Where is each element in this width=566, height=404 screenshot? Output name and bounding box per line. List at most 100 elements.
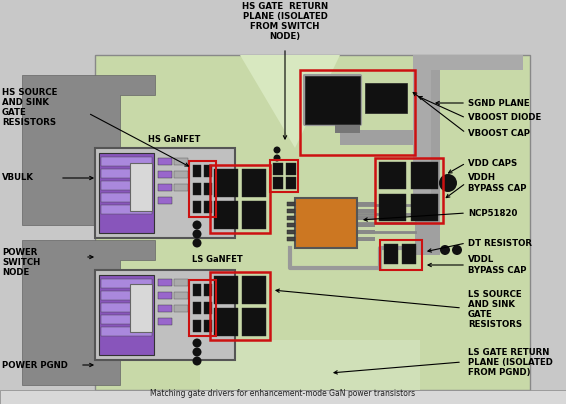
Bar: [287, 223, 295, 227]
Circle shape: [192, 339, 201, 347]
Circle shape: [192, 347, 201, 356]
Bar: [130, 163, 152, 211]
Bar: [204, 284, 212, 296]
Bar: [357, 209, 375, 213]
Text: VBOOST CAP: VBOOST CAP: [468, 128, 530, 137]
Bar: [101, 169, 152, 178]
Text: LS GaNFET: LS GaNFET: [192, 255, 243, 264]
Bar: [158, 305, 172, 312]
Bar: [101, 315, 152, 324]
Bar: [357, 202, 375, 206]
Bar: [300, 70, 415, 155]
Bar: [158, 197, 172, 204]
Bar: [174, 184, 188, 191]
Bar: [210, 165, 270, 233]
Bar: [204, 302, 212, 314]
Bar: [174, 171, 188, 178]
Bar: [413, 55, 431, 220]
Bar: [295, 198, 357, 248]
Text: POWER PGND: POWER PGND: [2, 360, 68, 370]
Circle shape: [192, 229, 201, 238]
Bar: [99, 153, 154, 233]
Bar: [95, 270, 235, 360]
Text: VBULK: VBULK: [2, 173, 34, 183]
Bar: [242, 169, 266, 197]
Bar: [95, 55, 530, 390]
Text: Matching gate drivers for enhancement-mode GaN power transistors: Matching gate drivers for enhancement-mo…: [151, 389, 415, 398]
Polygon shape: [22, 240, 155, 385]
Bar: [379, 162, 406, 189]
Text: LS SOURCE
AND SINK
GATE
RESISTORS: LS SOURCE AND SINK GATE RESISTORS: [468, 290, 522, 329]
Text: VBOOST DIODE: VBOOST DIODE: [468, 114, 541, 122]
Circle shape: [192, 221, 201, 229]
Bar: [101, 193, 152, 202]
Bar: [174, 305, 188, 312]
Circle shape: [273, 147, 281, 154]
Bar: [287, 237, 295, 241]
Bar: [415, 55, 440, 255]
Bar: [357, 237, 375, 241]
Bar: [99, 275, 154, 355]
Bar: [101, 291, 152, 300]
Text: VDDH
BYPASS CAP: VDDH BYPASS CAP: [468, 173, 526, 193]
Bar: [0, 390, 566, 404]
Bar: [193, 183, 201, 195]
Bar: [242, 308, 266, 336]
Bar: [101, 157, 152, 166]
Bar: [413, 55, 523, 70]
Circle shape: [192, 238, 201, 248]
Bar: [214, 169, 238, 197]
Bar: [305, 76, 360, 124]
Bar: [158, 184, 172, 191]
Bar: [204, 165, 212, 177]
Bar: [101, 327, 152, 336]
Bar: [130, 284, 152, 332]
Text: SGND PLANE: SGND PLANE: [468, 99, 530, 107]
Bar: [214, 276, 238, 304]
Bar: [193, 302, 201, 314]
Bar: [365, 83, 407, 113]
Bar: [204, 183, 212, 195]
Bar: [273, 163, 283, 175]
Bar: [158, 318, 172, 325]
Bar: [287, 230, 295, 234]
Circle shape: [273, 154, 281, 162]
Polygon shape: [240, 55, 340, 148]
Bar: [287, 209, 295, 213]
Bar: [174, 292, 188, 299]
Text: VDD CAPS: VDD CAPS: [468, 158, 517, 168]
Text: NCP51820: NCP51820: [468, 208, 517, 217]
Text: HS GATE  RETURN
PLANE (ISOLATED
FROM SWITCH
NODE): HS GATE RETURN PLANE (ISOLATED FROM SWIT…: [242, 2, 328, 41]
Text: HS SOURCE
AND SINK
GATE
RESISTORS: HS SOURCE AND SINK GATE RESISTORS: [2, 88, 57, 127]
Bar: [411, 162, 438, 189]
Bar: [193, 201, 201, 213]
Bar: [335, 125, 360, 133]
Bar: [174, 158, 188, 165]
Bar: [357, 230, 375, 234]
Bar: [242, 276, 266, 304]
Bar: [204, 320, 212, 332]
Bar: [101, 279, 152, 288]
Bar: [200, 340, 420, 390]
Bar: [158, 279, 172, 286]
Text: LS GATE RETURN
PLANE (ISOLATED
FROM PGND): LS GATE RETURN PLANE (ISOLATED FROM PGND…: [468, 348, 553, 377]
Text: DT RESISTOR: DT RESISTOR: [468, 238, 532, 248]
Bar: [242, 201, 266, 229]
Bar: [158, 158, 172, 165]
Text: HS GaNFET: HS GaNFET: [148, 135, 200, 144]
Bar: [193, 320, 201, 332]
Bar: [273, 177, 283, 189]
Text: VDDL
BYPASS CAP: VDDL BYPASS CAP: [468, 255, 526, 275]
Bar: [380, 240, 422, 270]
Bar: [101, 205, 152, 214]
Bar: [286, 163, 296, 175]
Bar: [158, 292, 172, 299]
Bar: [375, 158, 443, 223]
Bar: [357, 223, 375, 227]
Bar: [411, 194, 438, 221]
Bar: [158, 171, 172, 178]
Bar: [379, 194, 406, 221]
Bar: [357, 216, 375, 220]
Bar: [189, 280, 216, 336]
Bar: [287, 216, 295, 220]
